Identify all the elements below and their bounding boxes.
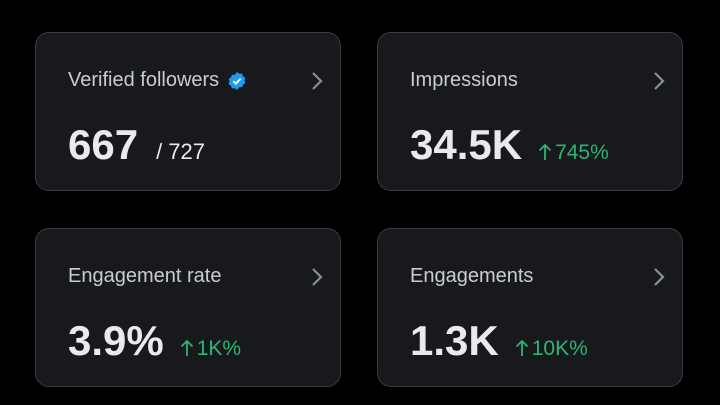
value-row: 3.9% 1K% <box>68 317 241 365</box>
metric-total: / 727 <box>156 139 206 164</box>
up-arrow <box>180 339 193 356</box>
metric-change: 745% <box>538 141 609 165</box>
title-row: Verified followers <box>68 69 247 92</box>
verified-badge <box>228 71 246 90</box>
metric-card[interactable]: Engagements 1.3K 10K% <box>377 228 683 387</box>
title-row: Engagement rate <box>68 265 221 288</box>
title-row: Engagements <box>410 265 533 288</box>
value-row: 34.5K 745% <box>410 121 609 169</box>
chevron <box>312 72 323 90</box>
metric-value: 667 <box>68 121 139 168</box>
metric-value: 1.3K <box>410 317 499 364</box>
card-title: Engagement rate <box>68 265 222 287</box>
value-row: 1.3K 10K% <box>410 317 588 365</box>
card-title: Impressions <box>410 69 518 91</box>
chevron <box>312 268 323 286</box>
metric-value: 3.9% <box>68 317 164 364</box>
value-row: 667 / 727 <box>68 121 205 169</box>
metric-card[interactable]: Impressions 34.5K 745% <box>377 32 683 191</box>
metric-card[interactable]: Engagement rate 3.9% 1K% <box>35 228 341 387</box>
card-title: Engagements <box>410 265 534 287</box>
change-text: 1K% <box>196 337 242 360</box>
change-text: 745% <box>555 141 609 164</box>
up-arrow <box>515 339 528 356</box>
chevron <box>654 268 665 286</box>
metric-change: 10K% <box>515 337 588 361</box>
title-row: Impressions <box>410 69 518 92</box>
metric-change: 1K% <box>180 337 241 361</box>
change-text: 10K% <box>531 337 588 360</box>
chevron <box>654 72 665 90</box>
metric-card[interactable]: Verified followers 667 / 727 <box>35 32 341 191</box>
metric-value: 34.5K <box>410 121 523 168</box>
card-title: Verified followers <box>68 69 220 91</box>
up-arrow <box>538 143 552 160</box>
